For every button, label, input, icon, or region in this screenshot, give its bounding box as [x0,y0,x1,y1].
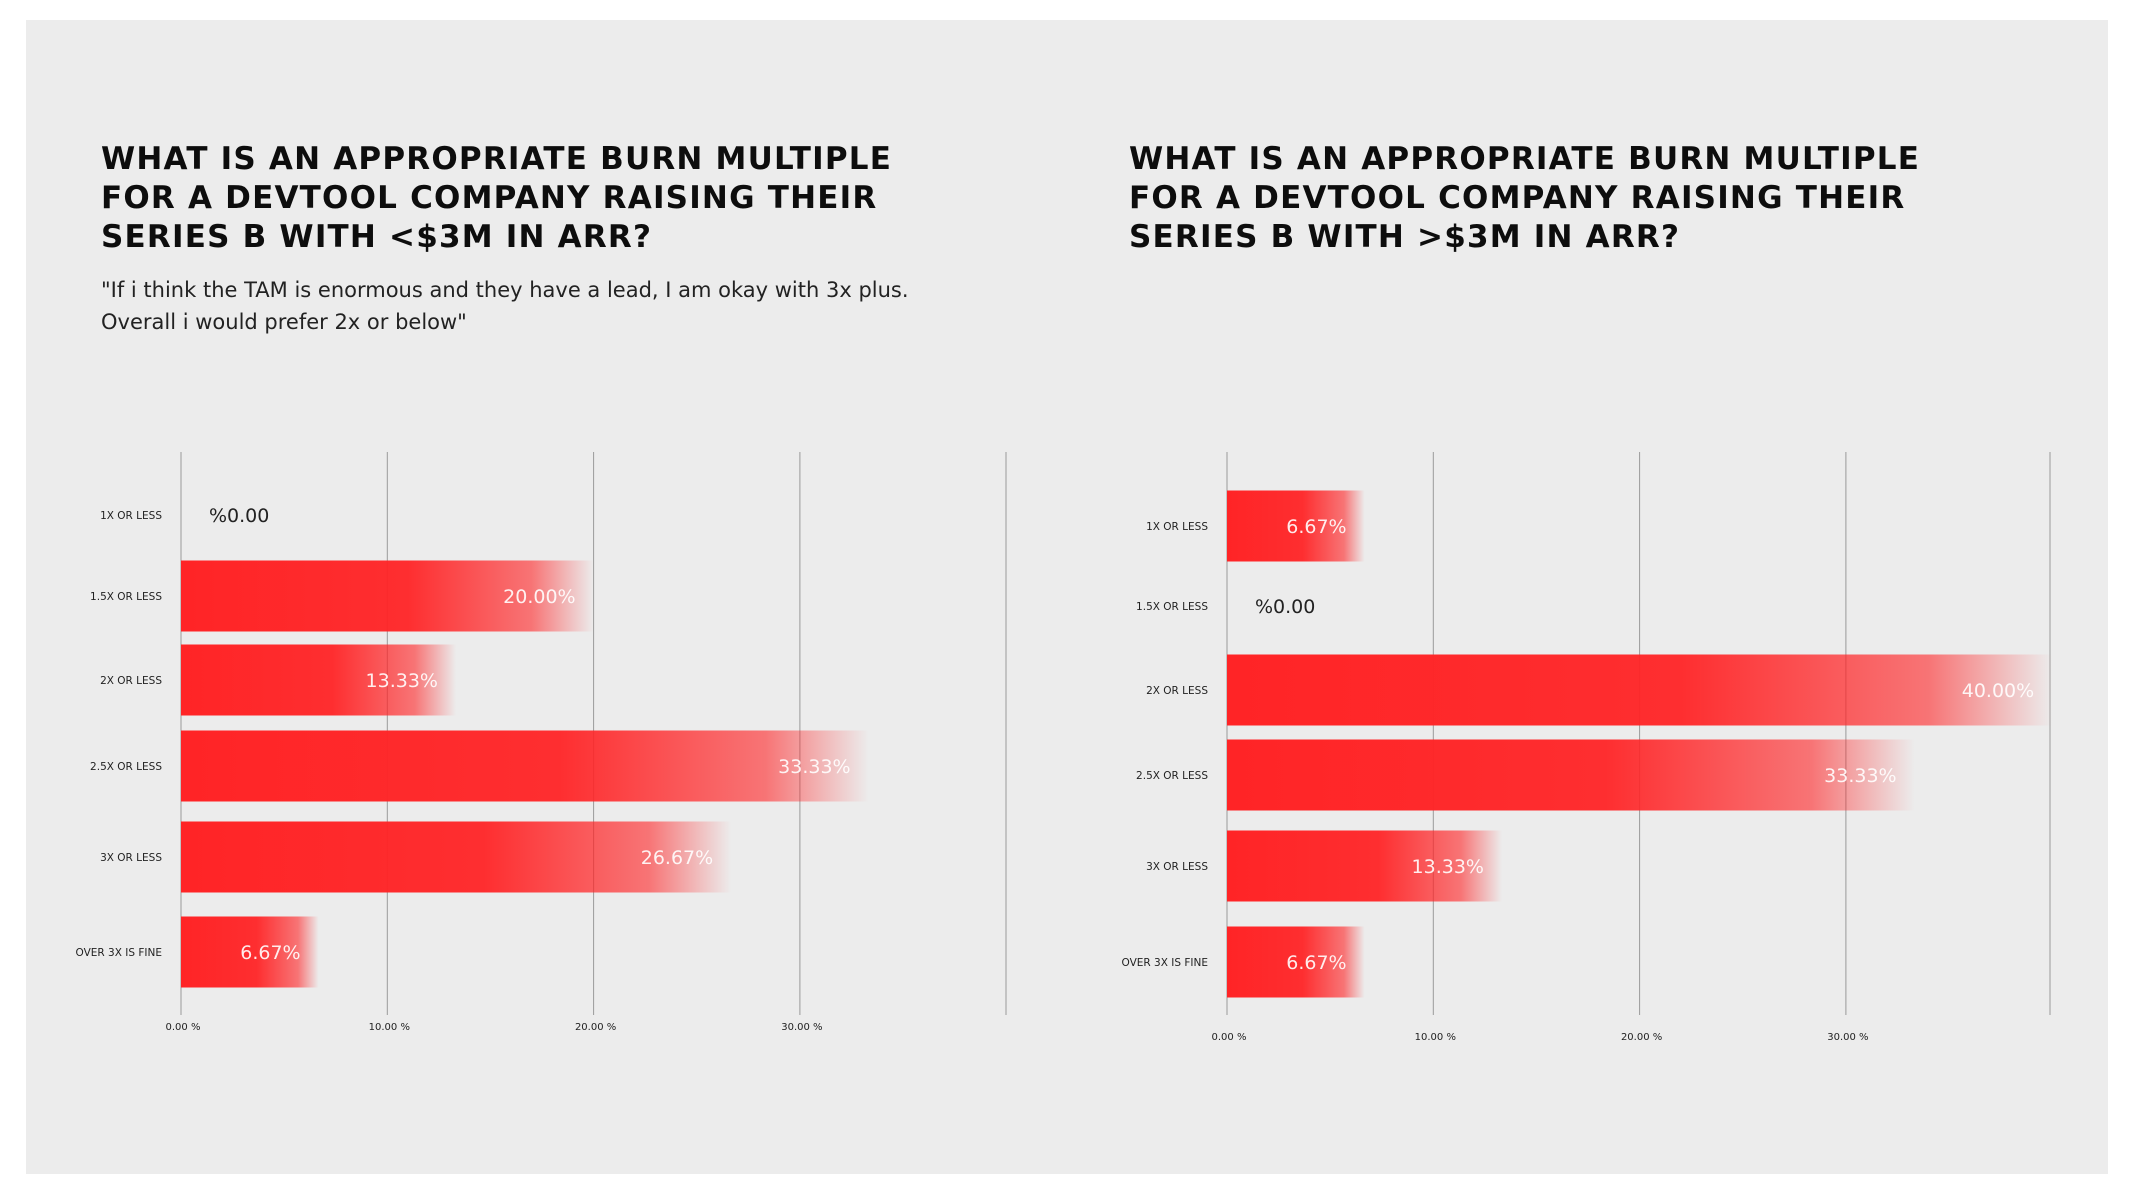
left-category-label: 2X OR LESS [100,675,162,687]
left-data-label: 26.67% [641,847,713,869]
left-bar [181,644,456,716]
left-category-label: 3X OR LESS [100,852,162,864]
left-data-label: 20.00% [503,586,575,608]
left-bar [181,560,594,632]
right-title-line-2: FOR A DEVTOOL COMPANY RAISING THEIR [1129,180,1906,216]
right-title-line-3: SERIES B WITH >$3M IN ARR? [1129,219,1681,255]
left-bar [181,916,319,988]
left-tick-label: 20.00 % [575,1022,616,1033]
left-tick-label: 0.00 % [166,1022,201,1033]
left-title-line-2: FOR A DEVTOOL COMPANY RAISING THEIR [101,180,878,216]
left-bar [181,821,732,893]
right-title-line-1: WHAT IS AN APPROPRIATE BURN MULTIPLE [1129,141,1921,177]
left-title-line-3: SERIES B WITH <$3M IN ARR? [101,219,653,255]
left-bar [181,730,869,802]
left-category-label: 1.5X OR LESS [90,591,162,603]
left-data-label: 33.33% [778,756,850,778]
left-tick-label: 10.00 % [369,1022,410,1033]
left-tick-label: 30.00 % [781,1022,822,1033]
left-chart-title: WHAT IS AN APPROPRIATE BURN MULTIPLE FOR… [101,140,892,257]
left-data-label: 13.33% [366,670,438,692]
left-data-label: 6.67% [240,942,300,964]
left-title-line-1: WHAT IS AN APPROPRIATE BURN MULTIPLE [101,141,893,177]
left-data-label: %0.00 [209,505,269,527]
left-category-label: 2.5X OR LESS [90,761,162,773]
left-quote: "If i think the TAM is enormous and they… [101,278,909,334]
left-category-label: OVER 3X IS FINE [76,947,162,959]
right-chart-title: WHAT IS AN APPROPRIATE BURN MULTIPLE FOR… [1129,140,1920,257]
left-category-label: 1X OR LESS [100,510,162,522]
